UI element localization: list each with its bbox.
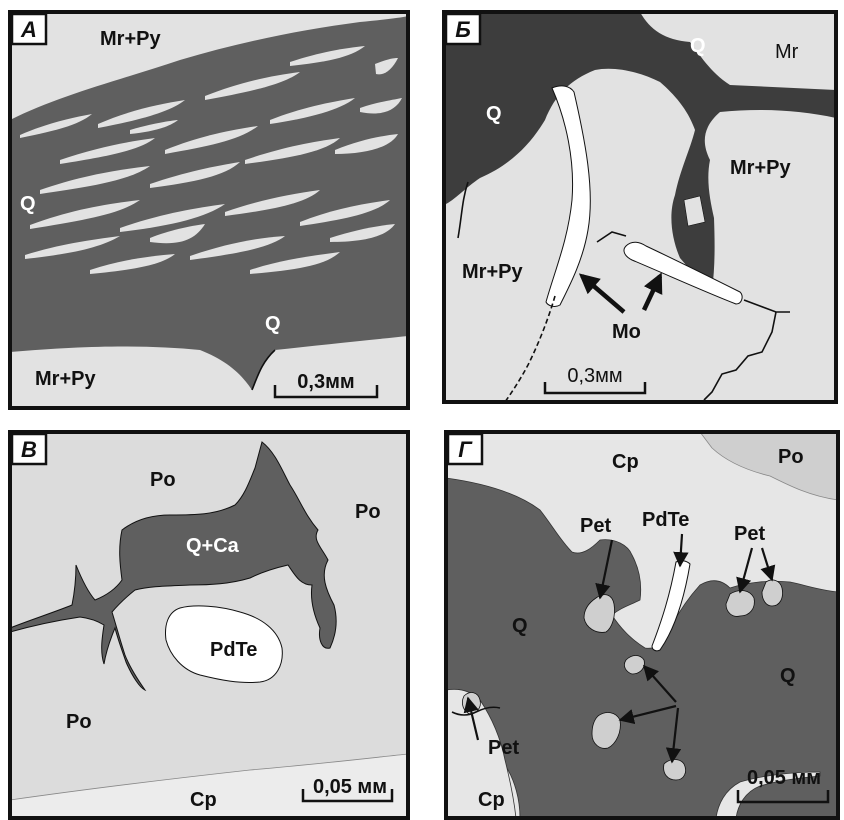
panel-b-label-q-left: Q [486, 103, 502, 125]
panel-g-arrow-pet-right-1 [736, 547, 754, 594]
panel-b-pyrite-inclusion [683, 195, 706, 227]
panel-g-arrow-grain-3 [665, 707, 682, 764]
panel-v-pdte-grain [165, 605, 283, 683]
panel-g-label-q-right: Q [780, 665, 796, 687]
panel-g-label-po: Po [778, 446, 804, 468]
panel-v-label-po-left: Po [66, 711, 92, 733]
panel-g-letter: Г [458, 437, 473, 462]
panel-v-label-cp: Cp [190, 789, 217, 811]
panel-b-fracture-right [596, 231, 790, 401]
panel-b-quartz-left [444, 12, 836, 290]
panel-b-arrow-mo-1 [578, 273, 626, 314]
panel-v-label-qca: Q+Ca [186, 535, 240, 557]
panel-a-scale-bar: 0,3мм [273, 371, 379, 399]
panel-g-label-cp-bottom: Cp [478, 789, 505, 811]
panel-g-arrow-grain-1 [642, 664, 677, 703]
panel-a-label-q-left: Q [20, 193, 36, 215]
panel-a-frame [8, 10, 410, 410]
panel-b-mo-vein-1 [545, 85, 591, 307]
panel-b-label-mrpy-left: Mr+Py [462, 261, 523, 283]
panel-g-arrow-pdte [673, 533, 689, 568]
panel-b-label-mo: Mo [612, 321, 641, 343]
panel-v-quartz-calcite [10, 441, 337, 692]
panel-a-letter-box: А [10, 12, 48, 46]
panel-b-scale-label: 0,3мм [567, 365, 622, 387]
panel-b-fracture-left [457, 181, 469, 239]
panel-v-label-pdte: PdTe [210, 639, 257, 661]
panel-g-arrow-pet-left [595, 539, 614, 600]
panel-g-label-q-left: Q [512, 615, 528, 637]
panel-v-scale-label: 0,05 мм [313, 776, 387, 798]
panel-a-label-q-bottom: Q [265, 313, 281, 335]
panel-v [10, 432, 408, 818]
panel-b-frame [442, 10, 838, 404]
panel-b-arrow-mo-2 [641, 272, 663, 311]
panel-g-arrow-grain-2 [618, 704, 677, 725]
panel-a-label-mrpy-top: Mr+Py [100, 28, 161, 50]
panel-v-letter: В [21, 437, 37, 462]
panel-b-label-mr: Mr [775, 41, 799, 63]
panel-g-pyrrhotite [699, 432, 838, 501]
panel-v-label-po-right: Po [355, 501, 381, 523]
panel-b-mo-vein-2 [623, 241, 743, 305]
panel-g-label-pet-left: Pet [580, 515, 611, 537]
panel-v-label-po-top: Po [150, 469, 176, 491]
panel-b-fracture-dashed [504, 295, 556, 402]
panel-b-label-mrpy-right: Mr+Py [730, 157, 791, 179]
panel-g [446, 432, 838, 818]
panel-a-pyrite-lenses [20, 46, 402, 274]
panel-b-mr-block [735, 14, 836, 84]
panel-g-label-pet-right: Pet [734, 523, 765, 545]
panel-a-letter: А [20, 17, 37, 42]
panel-g-cp-lower-left [446, 688, 517, 818]
panel-b-scale-bar: 0,3мм [543, 365, 647, 395]
panel-v-letter-box: В [10, 432, 48, 466]
panel-g-arrow-pet-right-2 [760, 547, 776, 582]
panel-g-letter-box: Г [446, 432, 484, 466]
panel-g-scale-label: 0,05 мм [747, 767, 821, 789]
panel-b-letter: Б [455, 17, 471, 42]
panel-v-frame [8, 430, 410, 820]
panel-g-label-cp-top: Cp [612, 451, 639, 473]
panel-g-arrows [463, 533, 776, 764]
panel-g-scale-bar: 0,05 мм [736, 767, 830, 804]
panel-g-label-pdte: PdTe [642, 509, 689, 531]
panel-g-arrow-pet-bottom [463, 696, 480, 741]
panel-g-frame [444, 430, 840, 820]
panel-b-letter-box: Б [444, 12, 482, 46]
panel-b [444, 12, 836, 402]
panel-b-label-q-top: Q [690, 35, 706, 57]
panel-a [10, 12, 408, 408]
panel-a-boundary-line [251, 349, 276, 391]
panel-a-scale-label: 0,3мм [297, 371, 354, 393]
panel-v-scale-bar: 0,05 мм [301, 776, 394, 803]
panel-g-label-pet-bottom: Pet [488, 737, 519, 759]
panel-a-label-mrpy-bottom: Mr+Py [35, 368, 96, 390]
